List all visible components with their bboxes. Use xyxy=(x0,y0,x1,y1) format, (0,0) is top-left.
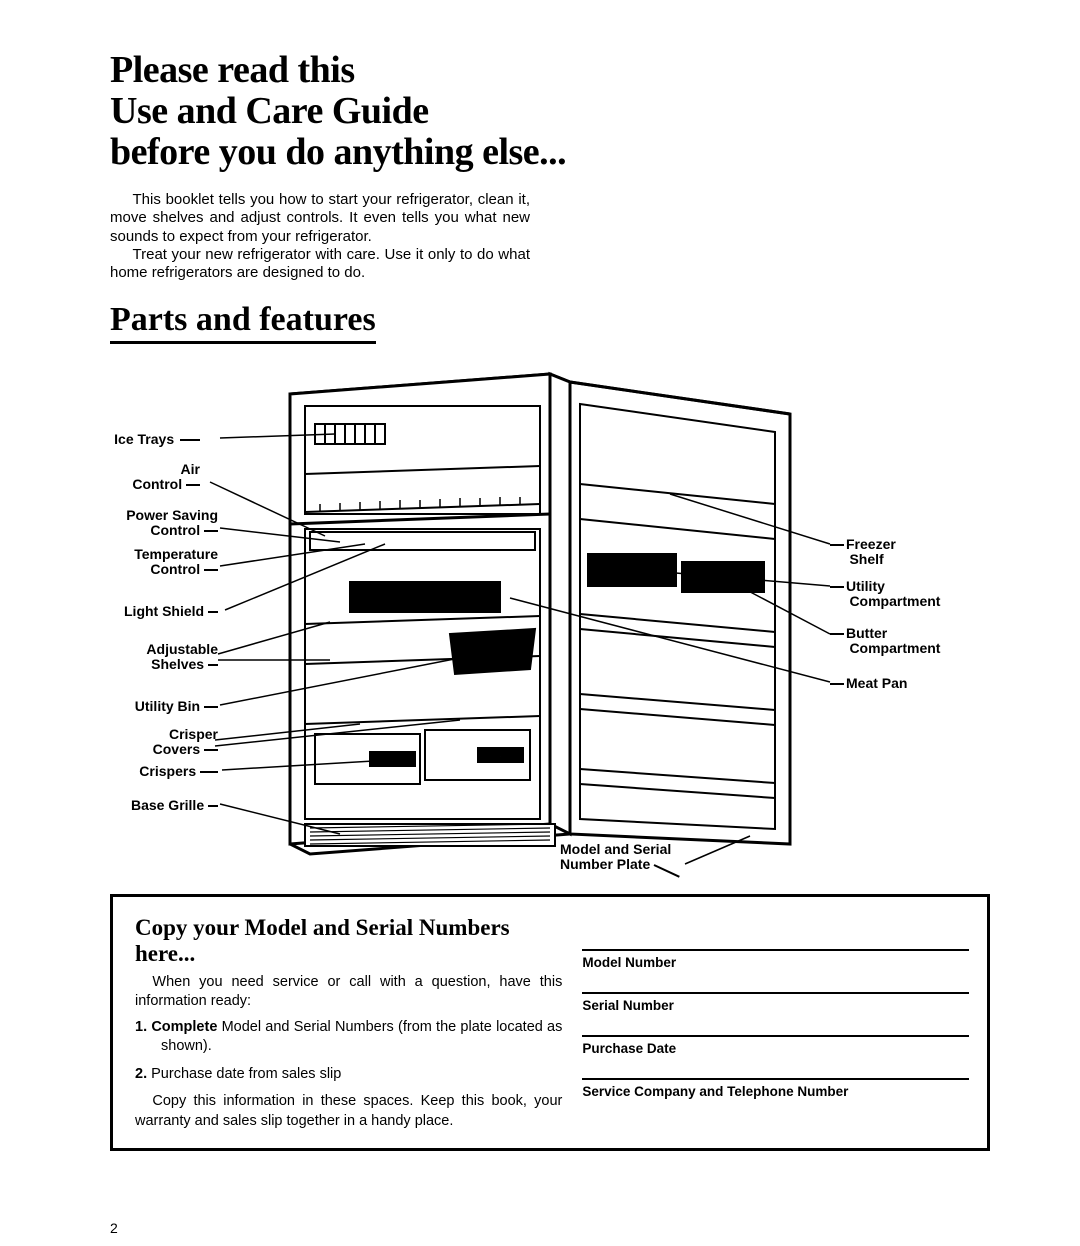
field-label-model: Model Number xyxy=(582,955,969,970)
refrigerator-diagram: Ice Trays AirControl Power SavingControl… xyxy=(110,364,990,904)
intro-paragraph-2: Treat your new refrigerator with care. U… xyxy=(110,246,530,283)
title-line-1: Please read this xyxy=(110,49,355,91)
info-left-column: Copy your Model and Serial Numbers here.… xyxy=(135,915,562,1138)
diagram-text-meats: Meats xyxy=(410,593,440,605)
field-label-purchase: Purchase Date xyxy=(582,1041,969,1056)
field-purchase-date: Purchase Date xyxy=(582,1035,969,1056)
intro-paragraph-1: This booklet tells you how to start your… xyxy=(110,191,530,246)
field-label-service: Service Company and Telephone Number xyxy=(582,1084,969,1099)
field-service-company: Service Company and Telephone Number xyxy=(582,1078,969,1099)
page-number: 2 xyxy=(110,1220,118,1236)
info-paragraph-1: When you need service or call with a que… xyxy=(135,973,562,1012)
page-title: Please read this Use and Care Guide befo… xyxy=(110,50,990,173)
fridge-svg: Meats Crisper Crisper xyxy=(110,364,990,904)
title-line-3: before you do anything else... xyxy=(110,131,566,173)
info-paragraph-2: Copy this information in these spaces. K… xyxy=(135,1092,562,1131)
info-right-column: Model Number Serial Number Purchase Date… xyxy=(582,915,969,1138)
info-list-item-1: 1. Complete Model and Serial Numbers (fr… xyxy=(135,1018,562,1057)
title-line-2: Use and Care Guide xyxy=(110,90,429,132)
info-list-item-2: 2. Purchase date from sales slip xyxy=(135,1065,562,1085)
info-heading: Copy your Model and Serial Numbers here.… xyxy=(135,915,562,967)
field-model-number: Model Number xyxy=(582,949,969,970)
field-label-serial: Serial Number xyxy=(582,998,969,1013)
intro-block: This booklet tells you how to start your… xyxy=(110,191,530,282)
parts-heading: Parts and features xyxy=(110,301,376,344)
diagram-text-crisper2: Crisper xyxy=(485,751,515,761)
diagram-text-utility: Utility xyxy=(620,566,645,577)
model-serial-info-box: Copy your Model and Serial Numbers here.… xyxy=(110,894,990,1151)
field-serial-number: Serial Number xyxy=(582,992,969,1013)
